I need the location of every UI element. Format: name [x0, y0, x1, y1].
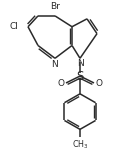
Text: N: N [78, 59, 84, 68]
Text: S: S [76, 70, 84, 83]
Text: Cl: Cl [9, 22, 18, 31]
Text: O: O [96, 80, 103, 89]
Text: N: N [51, 60, 57, 69]
Text: O: O [57, 80, 64, 89]
Text: Br: Br [50, 2, 60, 11]
Text: CH$_3$: CH$_3$ [72, 138, 88, 151]
